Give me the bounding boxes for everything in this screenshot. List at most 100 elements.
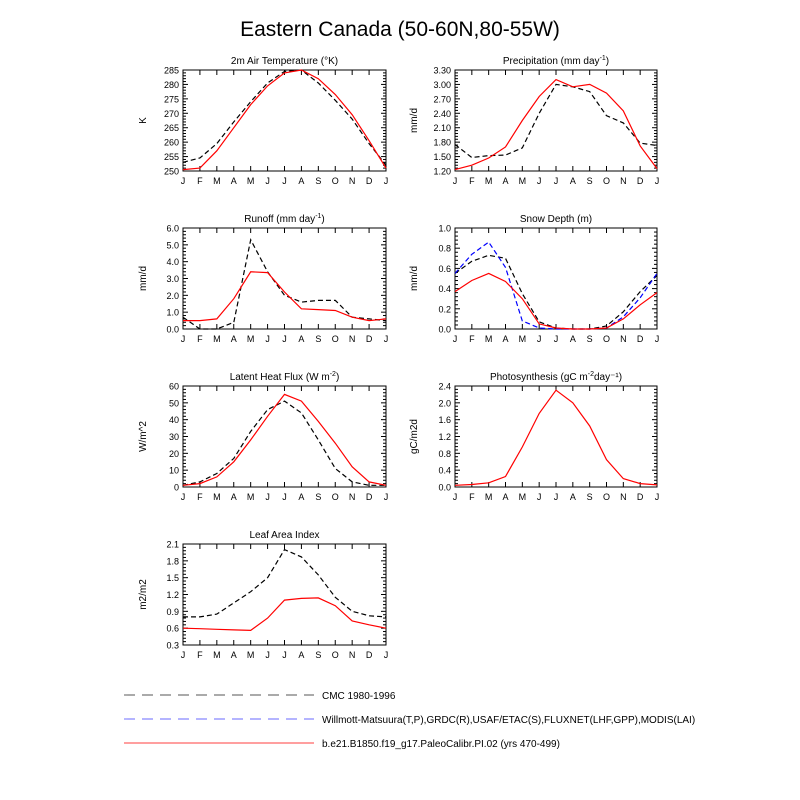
series-line-model: [454, 389, 658, 486]
x-tick-label: J: [282, 492, 287, 502]
y-tick-label: 0.9: [166, 607, 179, 617]
series-line-model: [454, 78, 658, 171]
x-tick-label: F: [469, 334, 475, 344]
legend-label-1: Willmott-Matsuura(T,P),GRDC(R),USAF/ETAC…: [322, 715, 695, 726]
series-line-model: [182, 393, 387, 486]
x-tick-label: J: [181, 176, 186, 186]
panel-1: Precipitation (mm day-1) mm/d 1.20 1.50 1.80…: [409, 55, 659, 186]
x-tick-label: M: [485, 492, 493, 502]
x-tick-label: D: [637, 176, 644, 186]
plot-frame: [454, 385, 658, 488]
x-tick-label: M: [213, 650, 221, 660]
x-tick-label: J: [453, 492, 458, 502]
x-tick-label: M: [213, 176, 221, 186]
legend: CMC 1980-1996 Willmott-Matsuura(T,P),GRDC…: [124, 691, 695, 750]
x-tick-label: S: [587, 334, 593, 344]
x-tick-label: A: [231, 334, 237, 344]
x-tick-label: N: [620, 176, 627, 186]
x-tick-label: J: [282, 176, 287, 186]
x-tick-label: A: [298, 334, 304, 344]
y-tick-label: 50: [169, 398, 179, 408]
x-tick-label: J: [655, 492, 660, 502]
x-tick-label: S: [587, 176, 593, 186]
x-tick-label: D: [637, 334, 644, 344]
y-tick-label: 270: [164, 109, 179, 119]
y-tick-label: 0.3: [166, 641, 179, 651]
x-tick-label: O: [332, 650, 339, 660]
y-tick-label: 3.30: [433, 66, 451, 76]
y-axis-label: gC/m2d: [409, 419, 420, 454]
x-tick-label: N: [349, 492, 356, 502]
x-tick-label: J: [181, 650, 186, 660]
x-tick-label: N: [349, 176, 356, 186]
y-tick-label: 260: [164, 138, 179, 148]
y-tick-label: 1.8: [166, 556, 179, 566]
y-tick-label: 280: [164, 80, 179, 90]
plot-frame: [182, 543, 387, 646]
y-tick-label: 1.20: [433, 167, 451, 177]
x-tick-label: N: [349, 334, 356, 344]
y-axis-label: mm/d: [138, 266, 149, 291]
y-tick-label: 2.10: [433, 123, 451, 133]
series-line-model: [182, 597, 387, 632]
y-tick-label: 1.6: [438, 415, 451, 425]
series-line-obs: [182, 400, 386, 486]
x-tick-label: S: [315, 176, 321, 186]
x-tick-label: A: [502, 492, 508, 502]
y-tick-label: 1.0: [438, 224, 451, 234]
x-tick-label: A: [231, 492, 237, 502]
x-tick-label: F: [197, 334, 203, 344]
x-tick-label: D: [366, 492, 373, 502]
y-tick-label: 0.8: [438, 449, 451, 459]
panel-title: Latent Heat Flux (W m-2): [230, 371, 340, 383]
x-tick-label: A: [231, 176, 237, 186]
y-axis-label: mm/d: [409, 108, 420, 133]
y-tick-label: 2.70: [433, 94, 451, 104]
x-tick-label: N: [620, 492, 627, 502]
x-tick-label: F: [469, 176, 475, 186]
panel-0: 2m Air Temperature (°K) K 250 255 260 265 270 2…: [138, 56, 388, 186]
x-tick-label: F: [197, 176, 203, 186]
series-line-obs: [182, 238, 387, 330]
y-tick-label: 2.0: [438, 398, 451, 408]
x-tick-label: S: [587, 492, 593, 502]
y-tick-label: 0.6: [438, 264, 451, 274]
y-tick-label: 0.6: [166, 624, 179, 634]
x-tick-label: J: [655, 334, 660, 344]
x-tick-label: J: [265, 650, 270, 660]
x-tick-label: M: [519, 334, 527, 344]
x-tick-label: J: [537, 334, 542, 344]
x-tick-label: J: [537, 492, 542, 502]
y-tick-label: 2.0: [166, 291, 179, 301]
y-tick-label: 0: [174, 483, 179, 493]
y-tick-label: 10: [169, 466, 179, 476]
series-line-model: [182, 69, 387, 171]
y-tick-label: 275: [164, 94, 179, 104]
x-tick-label: M: [519, 492, 527, 502]
x-tick-label: J: [554, 492, 559, 502]
y-tick-label: 255: [164, 152, 179, 162]
x-tick-label: A: [502, 334, 508, 344]
x-tick-label: A: [298, 492, 304, 502]
plot-frame: [182, 227, 387, 330]
y-tick-label: 1.2: [438, 432, 451, 442]
x-tick-label: J: [537, 176, 542, 186]
x-tick-label: S: [315, 492, 321, 502]
y-tick-label: 2.40: [433, 109, 451, 119]
x-tick-label: J: [181, 334, 186, 344]
y-tick-label: 0.0: [438, 483, 451, 493]
y-tick-label: 3.0: [166, 274, 179, 284]
y-tick-label: 265: [164, 123, 179, 133]
y-tick-label: 0.4: [438, 284, 451, 294]
panel-6: Leaf Area Index m2/m2 0.3 0.6 0.9 1.2 1.5 1.8 2.…: [138, 530, 388, 660]
x-tick-label: M: [247, 334, 255, 344]
y-tick-label: 1.2: [166, 590, 179, 600]
x-tick-label: M: [485, 176, 493, 186]
x-tick-label: J: [265, 176, 270, 186]
y-tick-label: 1.50: [433, 152, 451, 162]
x-tick-label: M: [485, 334, 493, 344]
series-line-obs: [183, 548, 387, 618]
y-tick-label: 30: [169, 432, 179, 442]
y-tick-label: 40: [169, 415, 179, 425]
